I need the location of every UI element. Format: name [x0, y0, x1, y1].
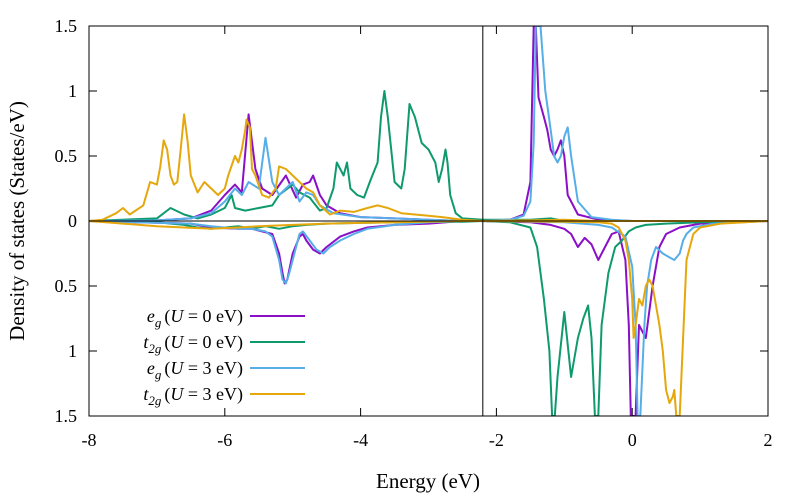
y-axis-title: Density of states (States/eV)	[5, 101, 29, 341]
y-tick-label: 0.5	[55, 276, 78, 296]
series-line-eg_U3-up	[89, 26, 768, 222]
x-tick-label: -8	[82, 430, 97, 450]
x-tick-label: -4	[353, 430, 368, 450]
series-line-t2g_U0-up	[89, 90, 768, 222]
y-tick-label: 1	[68, 81, 77, 101]
legend-entry-label: eg (U = 3 eV)	[147, 358, 243, 382]
series-line-t2g_U3-up	[89, 113, 768, 222]
x-tick-label: 2	[764, 430, 773, 450]
series-layer	[89, 26, 768, 416]
series-line-eg_U0-up	[89, 26, 768, 222]
tick-layer: -8 -6 -4 -2 0 2 1.5 1 0.5 0 0.5 1 1.5	[55, 16, 773, 450]
x-tick-label: 0	[628, 430, 637, 450]
x-tick-label: -2	[489, 430, 504, 450]
legend-entry-label: eg (U = 0 eV)	[147, 306, 243, 330]
legend: eg (U = 0 eV)t2g (U = 0 eV)eg (U = 3 eV)t2g…	[143, 306, 305, 408]
y-tick-label: 1.5	[55, 16, 78, 36]
legend-entry-label: t2g (U = 0 eV)	[143, 332, 243, 356]
y-tick-label: 1.5	[55, 406, 78, 426]
x-tick-label: -6	[217, 430, 232, 450]
y-tick-label: 0	[68, 211, 77, 231]
y-tick-label: 0.5	[55, 146, 78, 166]
series-line-t2g_U3-down	[89, 220, 768, 416]
x-axis-title: Energy (eV)	[376, 469, 480, 493]
legend-entry-label: t2g (U = 3 eV)	[143, 384, 243, 408]
y-tick-label: 1	[68, 341, 77, 361]
